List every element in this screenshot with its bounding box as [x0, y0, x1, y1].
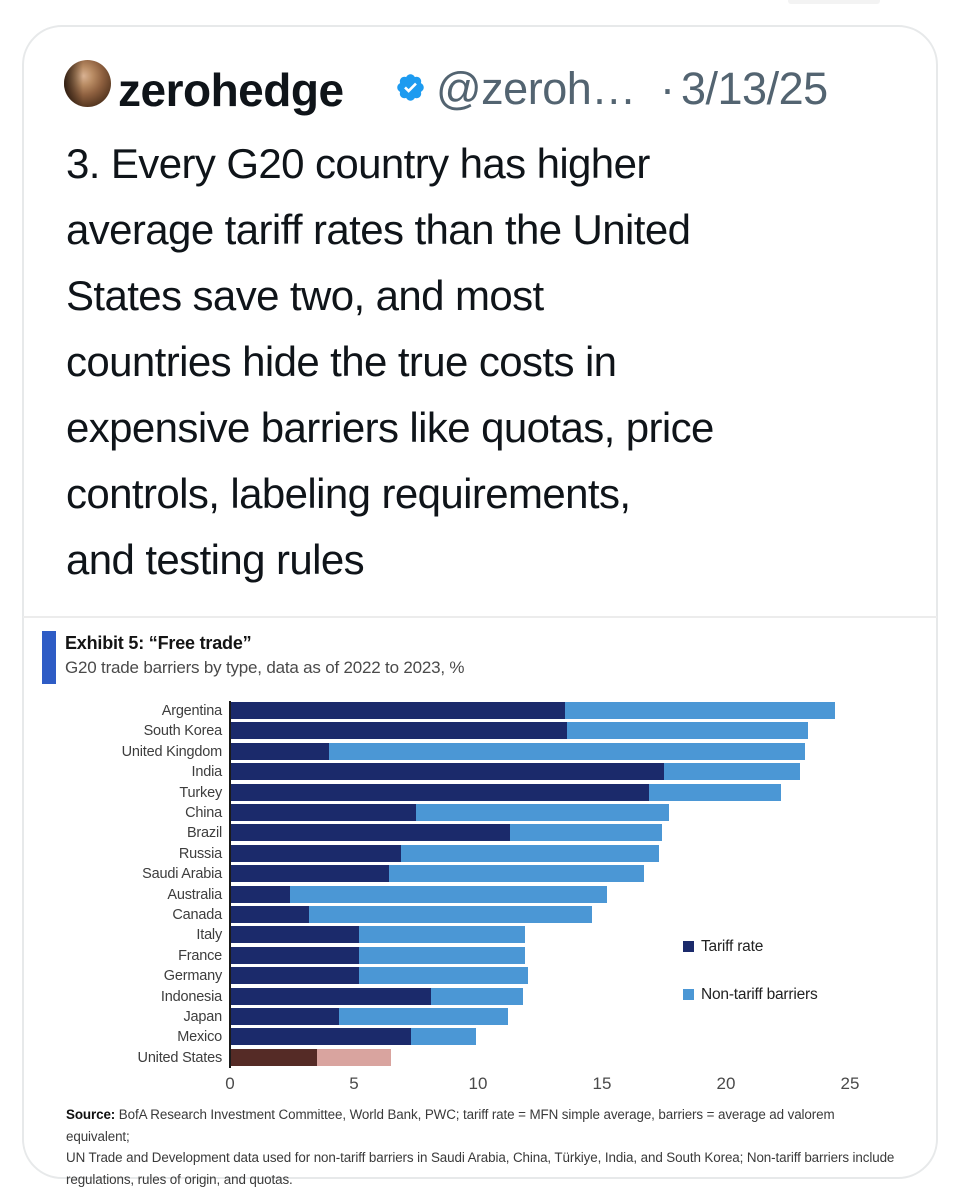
bar-segment-tariff — [230, 845, 402, 862]
avatar[interactable] — [64, 60, 111, 107]
bar-segment-tariff — [230, 906, 310, 923]
tweet-body-line: 3. Every G20 country has higher — [66, 140, 650, 187]
tweet-body-line: countries hide the true costs in — [66, 338, 617, 385]
exhibit-subtitle: G20 trade barriers by type, data as of 2… — [65, 658, 465, 677]
bar-segment-nontariff — [401, 845, 660, 862]
chart-row-label: South Korea — [143, 723, 223, 739]
chart-row-label: France — [178, 948, 222, 964]
tweet-body-line: States save two, and most — [66, 272, 544, 319]
chart-row-label: Italy — [196, 927, 222, 943]
x-tick-label: 20 — [716, 1074, 736, 1093]
exhibit-title: Exhibit 5: “Free trade” — [65, 633, 252, 653]
source-line: Source: BofA Research Investment Committ… — [66, 1107, 835, 1144]
chart-row-label: Russia — [178, 846, 222, 862]
verified-badge-icon — [395, 72, 426, 103]
source-line: regulations, rules of origin, and quotas… — [66, 1171, 293, 1187]
bar-segment-tariff — [230, 1008, 340, 1025]
tweet-body-line: controls, labeling requirements, — [66, 470, 631, 517]
chart-divider — [23, 616, 937, 618]
x-tick-label: 10 — [468, 1074, 488, 1093]
chart-row-label: Japan — [183, 1009, 222, 1025]
bar-segment-tariff — [230, 1028, 412, 1045]
chart-source: Source: BofA Research Investment Committ… — [66, 1104, 898, 1190]
x-tick-label: 5 — [349, 1074, 359, 1093]
chart-row-label: China — [185, 805, 222, 821]
source-prefix: Source: — [66, 1107, 116, 1122]
bar-segment-nontariff — [388, 865, 645, 882]
tweet-body: 3. Every G20 country has higher average t… — [66, 131, 906, 593]
bar-segment-tariff — [230, 722, 568, 739]
tweet-body-line: and testing rules — [66, 536, 365, 583]
chart-row-label: Saudi Arabia — [142, 866, 222, 882]
bar-segment-tariff — [230, 988, 431, 1005]
bar-segment-tariff — [230, 763, 664, 780]
bar-segment-tariff — [230, 1049, 317, 1066]
bar-segment-nontariff — [416, 804, 669, 821]
bar-segment-tariff — [230, 743, 330, 760]
x-tick-label: 0 — [225, 1074, 235, 1093]
bar-segment-nontariff — [564, 702, 836, 719]
bar-segment-nontariff — [289, 886, 607, 903]
bar-segment-nontariff — [329, 743, 806, 760]
bar-segment-tariff — [230, 926, 359, 943]
chart-row-label: Canada — [172, 907, 222, 923]
x-tick-label: 25 — [840, 1074, 860, 1093]
source-line: UN Trade and Development data used for n… — [66, 1150, 895, 1165]
bar-segment-tariff — [230, 804, 416, 821]
legend-swatch — [683, 941, 694, 952]
exhibit-marker — [42, 631, 56, 684]
bar-segment-nontariff — [649, 784, 781, 801]
bar-segment-tariff — [230, 865, 389, 882]
bar-segment-nontariff — [316, 1049, 392, 1066]
chart-row-label: India — [191, 764, 223, 780]
author-name[interactable]: zerohedge — [118, 64, 344, 116]
tweet-date[interactable]: 3/13/25 — [681, 63, 828, 114]
bar-segment-tariff — [230, 824, 511, 841]
legend-label: Non-tariff barriers — [701, 986, 818, 1003]
legend-label: Tariff rate — [701, 938, 764, 955]
bar-segment-tariff — [230, 947, 359, 964]
bar-segment-nontariff — [664, 763, 801, 780]
bar-segment-nontariff — [358, 926, 526, 943]
author-handle[interactable]: @zeroh… — [436, 63, 636, 114]
bar-segment-nontariff — [339, 1008, 508, 1025]
chart-row-label: Turkey — [179, 785, 222, 801]
bar-segment-tariff — [230, 967, 359, 984]
chart-row-label: Mexico — [177, 1029, 222, 1045]
legend-swatch — [683, 989, 694, 1000]
y-axis-line — [229, 701, 231, 1068]
bar-segment-nontariff — [309, 906, 593, 923]
bar-segment-nontariff — [510, 824, 662, 841]
chart-row-label: Argentina — [161, 703, 222, 719]
chart-row-label: Germany — [163, 968, 222, 984]
bar-segment-nontariff — [411, 1028, 476, 1045]
chart-row-label: Australia — [167, 887, 222, 903]
x-tick-label: 15 — [592, 1074, 612, 1093]
bar-segment-tariff — [230, 784, 650, 801]
bar-segment-tariff — [230, 886, 290, 903]
bar-segment-nontariff — [430, 988, 523, 1005]
cropped-ui-sliver — [788, 0, 880, 4]
chart-row-label: Indonesia — [160, 989, 222, 1005]
bar-segment-nontariff — [567, 722, 808, 739]
separator-dot: · — [660, 63, 675, 114]
bar-segment-tariff — [230, 702, 565, 719]
tweet-card — [22, 25, 938, 1179]
tweet-body-line: average tariff rates than the United — [66, 206, 691, 253]
chart-row-label: United Kingdom — [121, 744, 223, 760]
bar-segment-nontariff — [358, 947, 526, 964]
tweet-body-line: expensive barriers like quotas, price — [66, 404, 714, 451]
chart-row-label: Brazil — [186, 825, 222, 841]
chart-row-label: United States — [137, 1050, 223, 1066]
bar-segment-nontariff — [358, 967, 528, 984]
